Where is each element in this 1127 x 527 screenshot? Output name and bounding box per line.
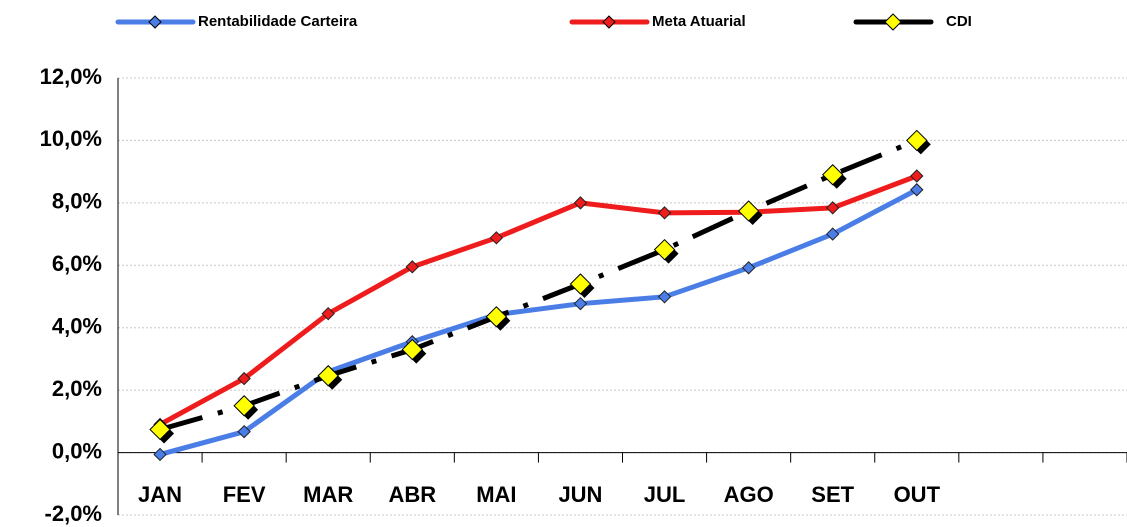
legend-marker <box>148 15 162 29</box>
y-tick-label: 10,0% <box>40 126 102 151</box>
x-tick-label: OUT <box>894 482 941 507</box>
y-tick-label: 0,0% <box>52 438 102 463</box>
x-tick-label: AGO <box>724 482 774 507</box>
marker <box>910 169 924 183</box>
marker <box>237 424 251 439</box>
marker <box>906 129 928 152</box>
x-tick-label: JUL <box>644 482 686 507</box>
series-line <box>158 173 918 427</box>
marker <box>822 164 844 186</box>
x-tick-label: ABR <box>388 482 436 507</box>
marker <box>653 238 676 261</box>
series-line <box>159 187 918 457</box>
legend-label: Meta Atuarial <box>652 13 746 30</box>
legend-marker <box>884 13 902 31</box>
marker <box>485 306 508 328</box>
marker <box>405 260 419 274</box>
marker <box>569 273 592 295</box>
y-tick-label: 6,0% <box>52 251 102 276</box>
marker <box>489 231 504 245</box>
y-tick-label: 12,0% <box>40 64 102 89</box>
marker <box>233 395 255 417</box>
marker <box>826 201 840 215</box>
x-tick-label: JAN <box>138 482 182 507</box>
marker <box>153 447 167 462</box>
series-line <box>159 138 918 432</box>
x-tick-label: FEV <box>223 482 266 507</box>
legend-label: CDI <box>946 13 972 30</box>
marker <box>657 290 672 304</box>
marker <box>573 296 588 311</box>
y-tick-label: 8,0% <box>52 189 102 214</box>
marker <box>149 418 171 441</box>
marker <box>573 196 588 210</box>
marker <box>237 371 251 386</box>
marker <box>910 183 924 197</box>
y-tick-label: 2,0% <box>52 376 102 401</box>
legend-marker <box>602 15 616 29</box>
x-tick-label: JUN <box>558 482 602 507</box>
marker <box>321 306 335 321</box>
marker <box>826 227 840 241</box>
marker <box>657 206 672 220</box>
legend-label: Rentabilidade Carteira <box>198 13 358 30</box>
marker <box>317 365 339 387</box>
x-tick-label: MAR <box>303 482 353 507</box>
marker <box>737 200 760 222</box>
x-tick-label: MAI <box>476 482 516 507</box>
y-tick-label: -2,0% <box>45 501 102 526</box>
marker <box>401 338 423 361</box>
marker <box>741 261 756 275</box>
y-tick-label: 4,0% <box>52 314 102 339</box>
x-tick-label: SET <box>811 482 854 507</box>
